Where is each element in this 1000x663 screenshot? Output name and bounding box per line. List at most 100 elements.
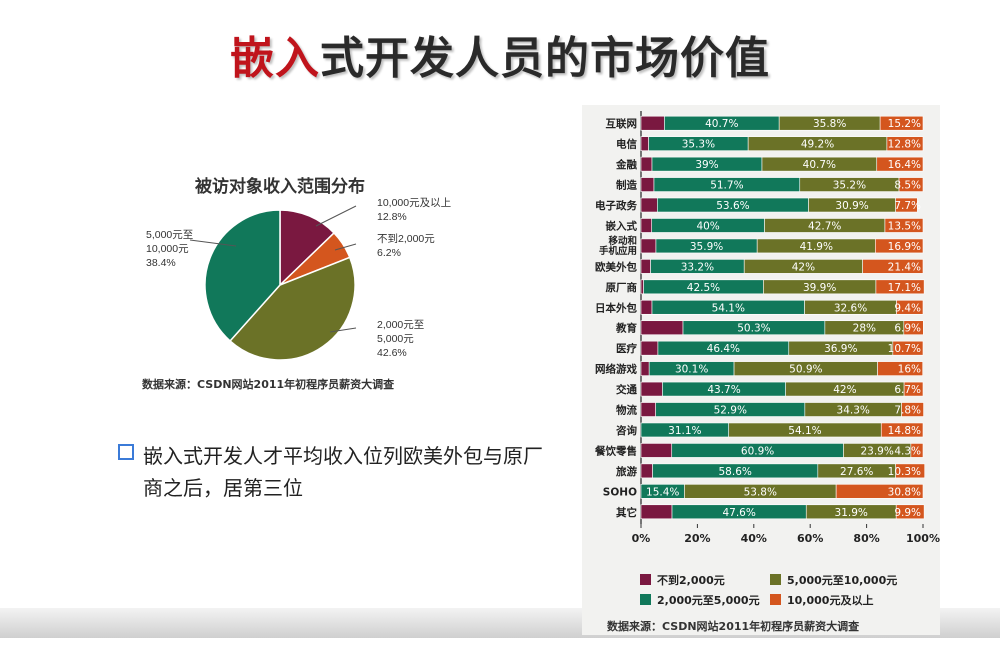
- slide-title-rest: 式开发人员的市场价值: [320, 33, 770, 84]
- bar-segment: [640, 402, 656, 417]
- category-label: 物流: [616, 404, 637, 417]
- category-label: 欧美外包: [595, 260, 637, 273]
- category-label: 餐饮零售: [594, 444, 637, 457]
- data-label: 31.1%: [668, 425, 701, 437]
- data-label: 30.1%: [675, 364, 708, 376]
- data-label: 35.8%: [813, 118, 846, 130]
- bar-segment: [892, 340, 924, 356]
- pie-source-note: 数据来源：CSDN网站2011年初程序员薪资大调查: [142, 378, 395, 391]
- data-label: 30.8%: [888, 486, 921, 498]
- bar-segment: [895, 463, 925, 479]
- bar-segment: [886, 136, 924, 151]
- pie-label-mid-high-name: 5,000元至 10,000元: [146, 229, 194, 255]
- data-label: 21.4%: [888, 261, 921, 273]
- slide-title: 嵌入式开发人员的市场价值: [0, 22, 1000, 86]
- data-label: 17.1%: [888, 282, 921, 294]
- leader-line-mid-low: [329, 327, 357, 333]
- bar-segment: [901, 402, 924, 417]
- data-label: 4.3%: [894, 445, 921, 457]
- bar-segment: [640, 279, 644, 295]
- data-label: 33.2%: [681, 261, 714, 273]
- x-tick-label: 100%: [906, 532, 940, 545]
- pie-label-high-pct: 12.8%: [377, 211, 407, 223]
- category-label: SOHO: [603, 486, 637, 498]
- x-tick-label: 40%: [741, 532, 767, 545]
- data-label: 16.4%: [888, 159, 921, 171]
- legend-swatch-1: [640, 574, 651, 585]
- bar-segment: [876, 156, 924, 172]
- data-label: 6.9%: [894, 323, 921, 335]
- data-label: 60.9%: [741, 445, 774, 457]
- data-label: 15.2%: [888, 118, 921, 130]
- data-label: 40.7%: [803, 159, 836, 171]
- data-label: 54.1%: [788, 425, 821, 437]
- data-label: 7.8%: [894, 405, 921, 417]
- slide-title-highlight: 嵌入: [230, 33, 320, 84]
- bar-segment: [835, 484, 924, 499]
- leader-line-high: [315, 205, 357, 227]
- data-label: 50.3%: [737, 323, 770, 335]
- bar-segment: [640, 443, 673, 458]
- category-label: 电子政务: [595, 199, 637, 212]
- data-label: 53.8%: [744, 486, 777, 498]
- legend-label-2: 2,000元至5,000元: [657, 594, 760, 607]
- data-label: 40.7%: [705, 118, 738, 130]
- data-label: 35.3%: [682, 139, 715, 151]
- bar-segment: [640, 259, 651, 274]
- data-label: 35.9%: [690, 241, 723, 253]
- category-label: 制造: [616, 179, 637, 192]
- bar-segment: [640, 381, 663, 397]
- data-label: 13.5%: [888, 220, 921, 232]
- bar-segment: [862, 259, 924, 274]
- pie-label-low-name: 不到2,000元: [377, 233, 435, 245]
- pie-slice-1: [279, 209, 336, 287]
- bullet-text: 嵌入式开发人才平均收入位列欧美外包与原厂商之后，居第三位: [143, 444, 543, 500]
- data-label: 43.7%: [707, 384, 740, 396]
- bar-segment: [640, 320, 684, 336]
- category-label: 咨询: [616, 424, 637, 437]
- bar-segment: [640, 238, 657, 254]
- category-label: 移动和手机应用: [599, 235, 637, 257]
- data-label: 58.6%: [719, 466, 752, 478]
- data-label: 53.6%: [716, 200, 749, 212]
- bar-segment: [895, 504, 925, 520]
- data-label: 54.1%: [712, 302, 745, 314]
- bar-segment: [875, 238, 924, 254]
- bar-segment: [640, 361, 650, 376]
- data-label: 9.9%: [894, 507, 921, 519]
- pie-slice-3: [228, 256, 356, 361]
- legend-swatch-2: [640, 594, 651, 605]
- data-label: 51.7%: [710, 180, 743, 192]
- pie-label-mid-low-name: 2,000元至 5,000元: [377, 319, 425, 345]
- category-label: 医疗: [616, 342, 637, 355]
- data-label: 6.7%: [894, 384, 921, 396]
- bar-segment: [877, 361, 924, 376]
- category-label: 网络游戏: [595, 363, 637, 376]
- x-tick-label: 60%: [797, 532, 823, 545]
- data-label: 32.6%: [834, 302, 867, 314]
- bar-segment: [903, 381, 924, 397]
- legend-swatch-3: [770, 574, 781, 585]
- bar-segment: [884, 218, 924, 233]
- bar-segment: [640, 340, 659, 356]
- bar-segment: [640, 197, 658, 213]
- data-label: 10.7%: [888, 343, 921, 355]
- data-label: 42%: [792, 261, 815, 273]
- x-tick-label: 80%: [853, 532, 879, 545]
- bar-segment: [640, 218, 653, 233]
- bar-segment: [903, 320, 924, 336]
- legend-label-4: 10,000元及以上: [787, 594, 874, 607]
- pie-label-mid-low-pct: 42.6%: [377, 347, 407, 359]
- bar-segment: [640, 136, 649, 151]
- pie-label-high-name: 10,000元及以上: [377, 197, 452, 209]
- pie-label-mid-high-pct: 38.4%: [146, 257, 176, 269]
- bar-segment: [875, 279, 925, 295]
- data-label: 31.9%: [835, 507, 868, 519]
- data-label: 16.9%: [888, 241, 921, 253]
- bar-segment: [895, 197, 918, 213]
- pie-label-mid-low: 2,000元至 5,000元 42.6%: [377, 318, 424, 360]
- pie-label-mid-high: 5,000元至 10,000元 38.4%: [146, 228, 193, 270]
- data-label: 8.5%: [894, 180, 921, 192]
- data-label: 47.6%: [722, 507, 755, 519]
- data-label: 30.9%: [835, 200, 868, 212]
